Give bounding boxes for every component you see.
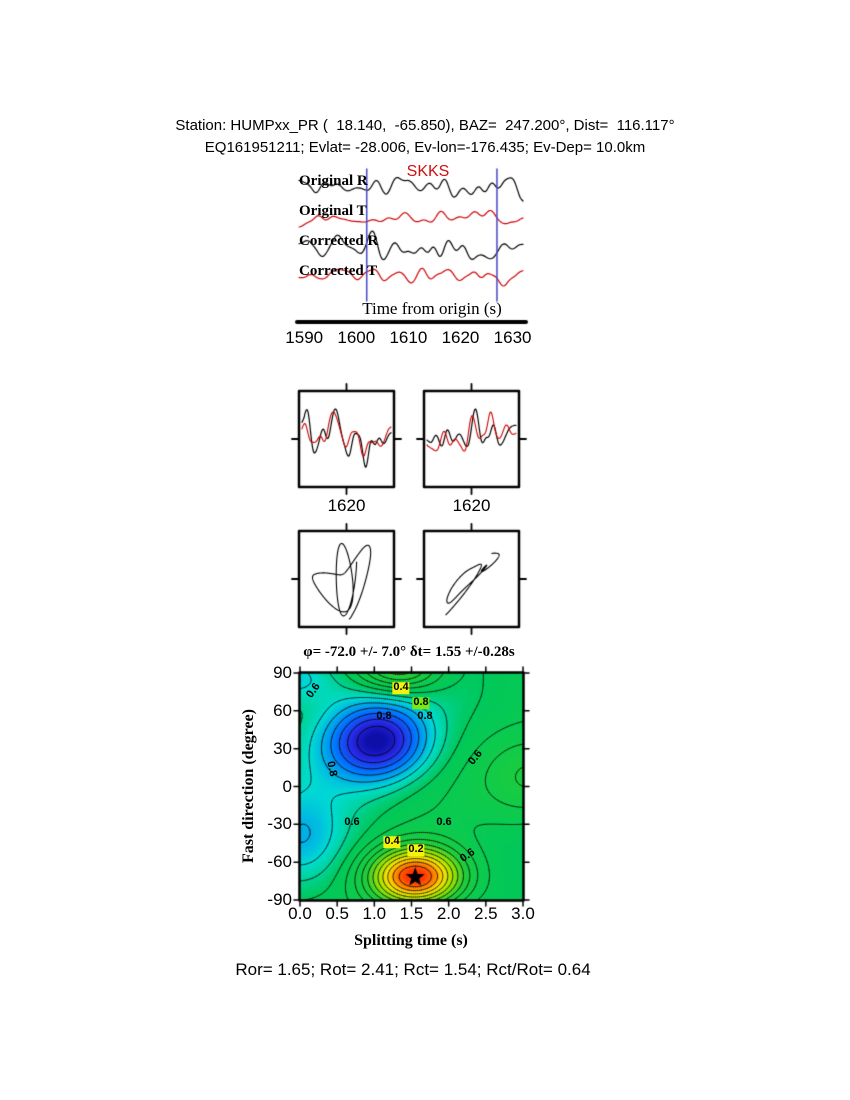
contour-y-tick-label: 60 bbox=[273, 700, 292, 720]
contour-level-label: 0.4 bbox=[383, 835, 401, 848]
contour-y-tick-label: -90 bbox=[267, 890, 292, 909]
contour-x-tick-label: 3.0 bbox=[511, 904, 535, 923]
contour-y-tick-label: -60 bbox=[267, 852, 292, 872]
station-info-header: Station: HUMPxx_PR ( 18.140, -65.850), B… bbox=[175, 117, 675, 134]
time-tick-label: 1610 bbox=[389, 328, 428, 347]
fast-direction-axis-label: Fast direction (degree) bbox=[240, 708, 257, 864]
contour-y-tick-label: -30 bbox=[267, 814, 292, 834]
splitting-time-axis-label: Splitting time (s) bbox=[354, 932, 468, 949]
contour-y-tick-label: 30 bbox=[273, 738, 292, 758]
contour-level-label: 0.8 bbox=[376, 710, 392, 723]
contour-level-label: 0.8 bbox=[412, 696, 430, 709]
quality-stats-line: Ror= 1.65; Rot= 2.41; Rct= 1.54; Rct/Rot… bbox=[235, 960, 591, 979]
panel-x-tick-label: 1620 bbox=[452, 496, 491, 515]
panel-x-tick-label: 1620 bbox=[327, 496, 366, 515]
contour-x-tick-label: 0.0 bbox=[288, 904, 312, 923]
time-tick-label: 1600 bbox=[337, 328, 376, 347]
contour-y-tick-label: 0 bbox=[282, 776, 292, 796]
contour-level-label: 0.8 bbox=[324, 760, 340, 778]
contour-x-tick-label: 2.5 bbox=[474, 904, 498, 923]
trace-label-corrected-r: Corrected R bbox=[299, 233, 379, 249]
contour-level-label: 0.6 bbox=[436, 816, 452, 829]
contour-level-label: 0.8 bbox=[417, 710, 433, 723]
contour-x-tick-label: 2.0 bbox=[436, 904, 461, 923]
contour-x-tick-label: 0.5 bbox=[325, 904, 349, 923]
time-tick-label: 1620 bbox=[441, 328, 480, 347]
trace-label-original-r: Original R bbox=[299, 173, 368, 189]
trace-label-corrected-t: Corrected T bbox=[299, 263, 378, 279]
time-tick-label: 1590 bbox=[285, 328, 324, 347]
contour-x-tick-label: 1.0 bbox=[362, 904, 387, 923]
splitting-result-title: φ= -72.0 +/- 7.0° δt= 1.55 +/-0.28s bbox=[303, 644, 515, 660]
phase-name-label: SKKS bbox=[406, 163, 450, 180]
contour-level-label: 0.2 bbox=[407, 843, 425, 856]
contour-x-tick-label: 1.5 bbox=[399, 904, 424, 923]
trace-label-original-t: Original T bbox=[299, 203, 367, 219]
event-info-header: EQ161951211; Evlat= -28.006, Ev-lon=-176… bbox=[204, 139, 646, 156]
contour-level-label: 0.4 bbox=[392, 681, 410, 694]
time-tick-label: 1630 bbox=[493, 328, 532, 347]
contour-y-tick-label: 90 bbox=[273, 663, 292, 682]
time-axis-label: Time from origin (s) bbox=[362, 299, 502, 318]
contour-level-label: 0.6 bbox=[344, 816, 360, 829]
